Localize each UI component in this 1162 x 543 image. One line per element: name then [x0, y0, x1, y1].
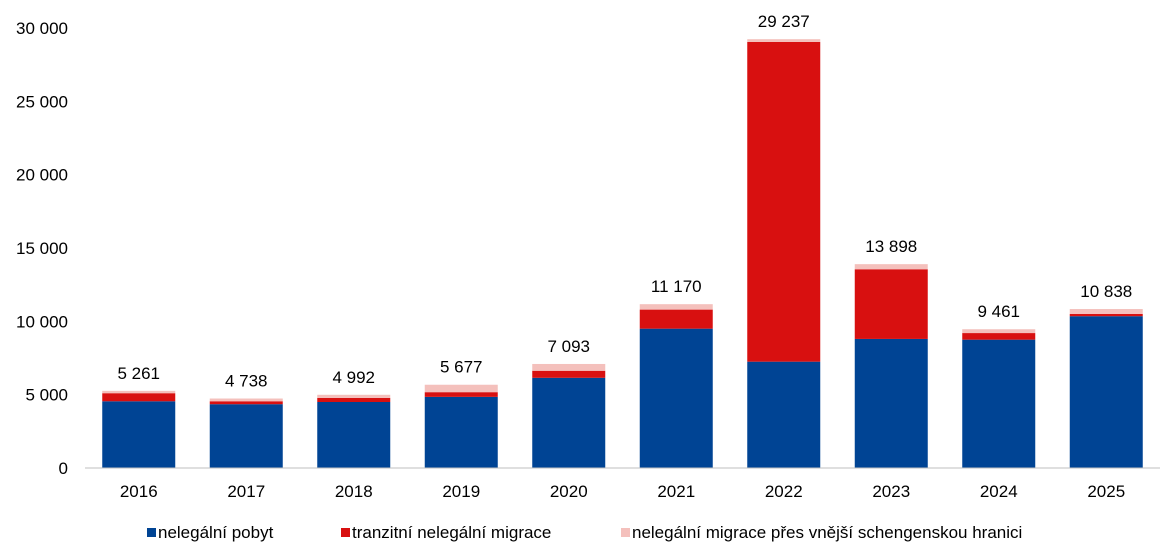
bar-segment-3-2019 [424, 384, 498, 393]
x-tick-label: 2023 [872, 482, 910, 501]
legend-item: nelegální migrace přes vnější schengensk… [621, 523, 1022, 542]
bar-segment-3-2022 [747, 39, 821, 42]
bar-segment-2-2016 [102, 393, 176, 402]
x-tick-label: 2019 [442, 482, 480, 501]
legend-swatch [341, 528, 350, 537]
bar-segment-2-2020 [532, 370, 606, 378]
bar-segment-1-2016 [102, 401, 176, 468]
bar-segment-2-2024 [962, 333, 1036, 340]
x-tick-label: 2025 [1087, 482, 1125, 501]
x-axis: 2016 2017 2018 2019 2020 2021 2022 2023 2024 2025 [120, 482, 1125, 501]
x-tick-label: 2022 [765, 482, 803, 501]
bar-segment-1-2019 [424, 396, 498, 468]
legend-swatch [621, 528, 630, 537]
bar-segment-3-2025 [1069, 309, 1143, 314]
bar-segment-1-2024 [962, 339, 1036, 468]
total-data-label: 13 898 [865, 237, 917, 256]
x-tick-label: 2017 [227, 482, 265, 501]
y-tick-label: 0 [59, 459, 68, 478]
bar-segment-1-2017 [209, 404, 283, 468]
bar-segment-2-2017 [209, 401, 283, 405]
bar-segment-1-2022 [747, 361, 821, 468]
bar-segment-2-2018 [317, 397, 391, 402]
y-tick-label: 30 000 [16, 19, 68, 38]
total-data-label: 29 237 [758, 12, 810, 31]
total-data-label: 5 261 [117, 364, 160, 383]
total-data-label: 4 992 [332, 368, 375, 387]
bar-segment-3-2023 [854, 264, 928, 270]
x-tick-label: 2016 [120, 482, 158, 501]
legend-item: tranzitní nelegální migrace [341, 523, 551, 542]
x-tick-label: 2024 [980, 482, 1018, 501]
legend-label: nelegální migrace přes vnější schengensk… [632, 523, 1022, 542]
y-axis: 0 5 000 10 000 15 000 20 000 25 000 30 000 [16, 19, 68, 478]
bar-segment-2-2021 [639, 309, 713, 329]
total-data-label: 11 170 [651, 277, 702, 296]
total-data-label: 10 838 [1080, 282, 1132, 301]
bars [102, 39, 1143, 468]
legend-item: nelegální pobyt [147, 523, 274, 542]
total-data-label: 5 677 [440, 358, 483, 377]
bar-segment-3-2024 [962, 329, 1036, 334]
bar-segment-3-2017 [209, 398, 283, 402]
bar-segment-2-2023 [854, 269, 928, 339]
bar-segment-2-2022 [747, 41, 821, 362]
x-tick-label: 2020 [550, 482, 588, 501]
legend-label: tranzitní nelegální migrace [352, 523, 551, 542]
data-labels: 5 261 4 738 4 992 5 677 7 093 11 170 29 237 13 … [117, 12, 1132, 390]
y-tick-label: 5 000 [25, 386, 68, 405]
x-tick-label: 2021 [657, 482, 695, 501]
bar-segment-1-2018 [317, 402, 391, 468]
bar-segment-1-2020 [532, 377, 606, 468]
bar-segment-3-2018 [317, 394, 391, 398]
legend-swatch [147, 528, 156, 537]
bar-segment-2-2025 [1069, 314, 1143, 317]
bar-segment-3-2016 [102, 390, 176, 394]
bar-segment-1-2025 [1069, 316, 1143, 468]
x-tick-label: 2018 [335, 482, 373, 501]
total-data-label: 4 738 [225, 372, 268, 391]
y-tick-label: 10 000 [16, 312, 68, 331]
total-data-label: 7 093 [547, 337, 590, 356]
bar-segment-2-2019 [424, 392, 498, 397]
bar-segment-3-2021 [639, 304, 713, 310]
legend: nelegální pobyt tranzitní nelegální migra… [147, 523, 1022, 542]
legend-label: nelegální pobyt [158, 523, 274, 542]
bar-segment-3-2020 [532, 363, 606, 371]
y-tick-label: 25 000 [16, 92, 68, 111]
y-tick-label: 20 000 [16, 166, 68, 185]
bar-segment-1-2023 [854, 338, 928, 468]
total-data-label: 9 461 [977, 302, 1020, 321]
y-tick-label: 15 000 [16, 239, 68, 258]
bar-segment-1-2021 [639, 328, 713, 468]
